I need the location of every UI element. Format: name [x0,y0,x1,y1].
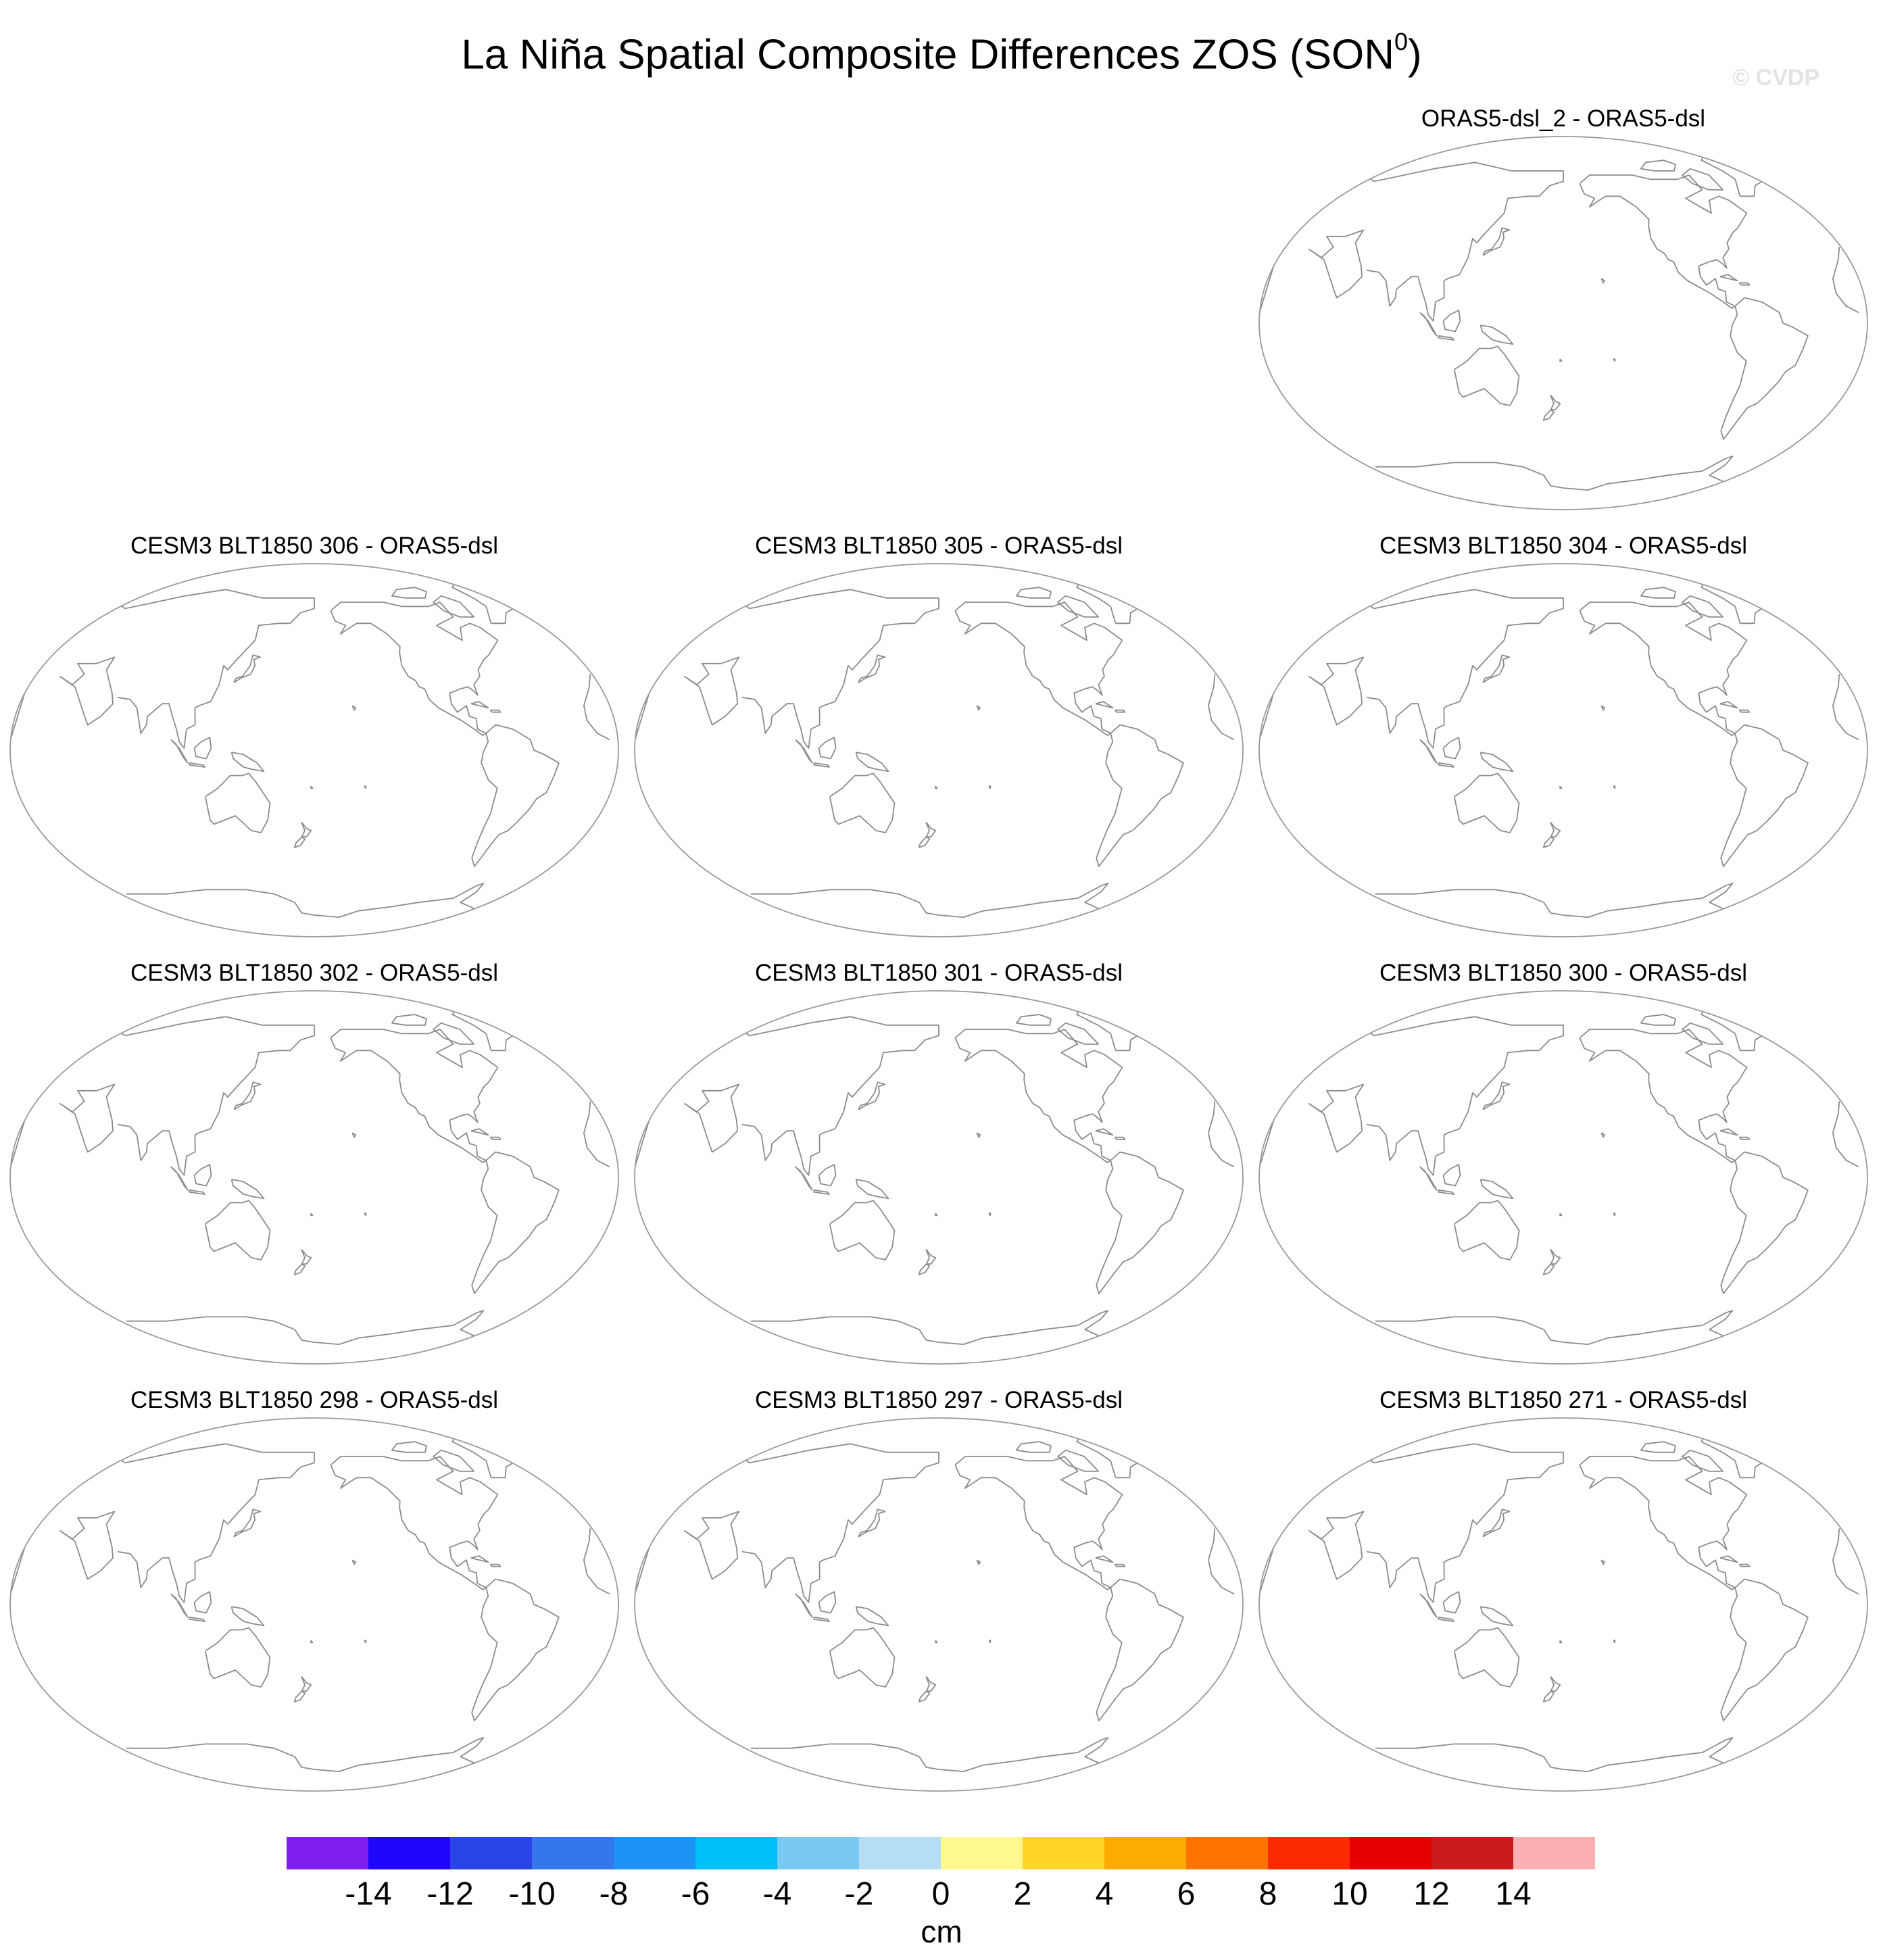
world-map [9,1417,619,1792]
world-map [1258,990,1868,1365]
colorbar-box [1186,1837,1269,1869]
colorbar-box [1023,1837,1105,1869]
colorbar-box [1104,1837,1187,1869]
colorbar-box [695,1837,778,1869]
title-main: La Niña Spatial Composite Differences ZO… [461,31,1394,78]
map-panel: CESM3 BLT1850 302 - ORAS5-dsl [8,960,620,1365]
world-map [9,990,619,1365]
panel-title: ORAS5-dsl_2 - ORAS5-dsl [1421,105,1706,132]
panel-title: CESM3 BLT1850 304 - ORAS5-dsl [1379,533,1748,559]
colorbar-box [777,1837,860,1869]
colorbar-box [1350,1837,1432,1869]
colorbar-tick-label: -10 [508,1876,556,1912]
map-border [9,563,619,937]
coastlines [1259,1428,1859,1772]
coastlines [1259,147,1859,491]
colorbar-tick-label: 4 [1095,1876,1114,1912]
colorbar-tick-label: -6 [681,1876,710,1912]
panel-title: CESM3 BLT1850 301 - ORAS5-dsl [754,960,1123,986]
colorbar-tick-label: -2 [844,1876,874,1912]
map-panel: ORAS5-dsl_2 - ORAS5-dsl [1257,105,1869,511]
colorbar-tick-label: -4 [762,1876,792,1912]
map-panel: CESM3 BLT1850 306 - ORAS5-dsl [8,533,620,938]
coastlines [10,1428,610,1772]
panel-title: CESM3 BLT1850 271 - ORAS5-dsl [1379,1387,1748,1413]
world-map [1258,136,1868,510]
colorbar-box [1268,1837,1350,1869]
panel-title: CESM3 BLT1850 306 - ORAS5-dsl [130,533,499,559]
coastlines [635,574,1235,918]
map-panel: CESM3 BLT1850 301 - ORAS5-dsl [633,960,1245,1365]
world-map [1258,563,1868,937]
map-border [1258,563,1868,937]
colorbar-box [532,1837,614,1869]
map-border [1258,136,1868,510]
colorbar-box [941,1837,1023,1869]
map-panel: CESM3 BLT1850 271 - ORAS5-dsl [1257,1387,1869,1792]
coastlines [10,1001,610,1345]
map-border [1258,990,1868,1365]
world-map [634,1417,1244,1792]
world-map [1258,1417,1868,1792]
colorbar-box [1513,1837,1595,1869]
panel-title: CESM3 BLT1850 305 - ORAS5-dsl [754,533,1123,559]
panel-title: CESM3 BLT1850 298 - ORAS5-dsl [130,1387,499,1413]
map-border [1258,1417,1868,1792]
world-map [9,563,619,937]
colorbar-tick-label: -14 [345,1876,392,1912]
colorbar-tick-label: 12 [1413,1876,1450,1912]
colorbar-tick-label: 8 [1258,1876,1277,1912]
colorbar-box [859,1837,942,1869]
colorbar-tick-label: -8 [599,1876,629,1912]
coastlines [1259,1001,1859,1345]
map-panel: CESM3 BLT1850 298 - ORAS5-dsl [8,1387,620,1792]
colorbar-tick-label: 6 [1177,1876,1196,1912]
coastlines [10,574,610,918]
colorbar-box [287,1837,369,1869]
colorbar-tick-label: 0 [931,1876,950,1912]
colorbar-boxes [287,1837,1595,1869]
map-border [9,990,619,1365]
colorbar-tick-label: 14 [1495,1876,1532,1912]
cvdp-watermark: © CVDP [1732,65,1819,91]
panel-title: CESM3 BLT1850 297 - ORAS5-dsl [754,1387,1123,1413]
colorbar-box [450,1837,533,1869]
world-map [634,990,1244,1365]
map-border [634,1417,1244,1792]
colorbar [287,1837,1595,1869]
colorbar-box [614,1837,696,1869]
map-border [9,1417,619,1792]
coastlines [635,1428,1235,1772]
figure-title: La Niña Spatial Composite Differences ZO… [0,19,1883,82]
map-panel: CESM3 BLT1850 300 - ORAS5-dsl [1257,960,1869,1365]
colorbar-units: cm [921,1914,962,1949]
colorbar-box [368,1837,451,1869]
colorbar-labels: -14 -12 -10 -8 -6 -4 -2 0 2 4 6 8 10 12 14 [287,1876,1595,1916]
coastlines [635,1001,1235,1345]
panel-title: CESM3 BLT1850 302 - ORAS5-dsl [130,960,499,986]
colorbar-tick-label: 10 [1331,1876,1368,1912]
coastlines [1259,574,1859,918]
colorbar-tick-label: 2 [1013,1876,1032,1912]
title-close: ) [1408,31,1422,78]
map-panel: CESM3 BLT1850 305 - ORAS5-dsl [633,533,1245,938]
map-panel: CESM3 BLT1850 304 - ORAS5-dsl [1257,533,1869,938]
panel-title: CESM3 BLT1850 300 - ORAS5-dsl [1379,960,1748,986]
map-border [634,563,1244,937]
title-superscript: 0 [1394,28,1409,55]
colorbar-tick-label: -12 [426,1876,474,1912]
map-border [634,990,1244,1365]
world-map [634,563,1244,937]
colorbar-box [1432,1837,1514,1869]
map-panel: CESM3 BLT1850 297 - ORAS5-dsl [633,1387,1245,1792]
